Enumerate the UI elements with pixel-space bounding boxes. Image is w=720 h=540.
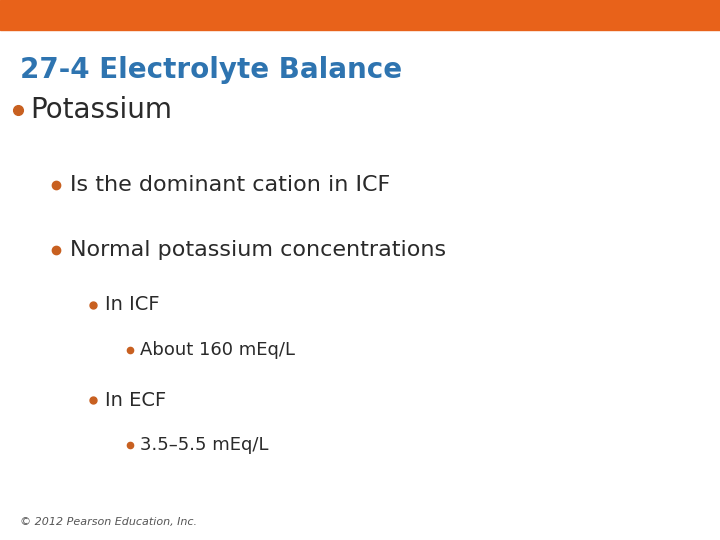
Text: 27-4 Electrolyte Balance: 27-4 Electrolyte Balance xyxy=(20,56,402,84)
Text: In ECF: In ECF xyxy=(105,390,166,409)
Text: In ICF: In ICF xyxy=(105,295,160,314)
Text: About 160 mEq/L: About 160 mEq/L xyxy=(140,341,295,359)
Text: Normal potassium concentrations: Normal potassium concentrations xyxy=(70,240,446,260)
Text: Potassium: Potassium xyxy=(30,96,172,124)
Bar xyxy=(0,0,720,30)
Text: © 2012 Pearson Education, Inc.: © 2012 Pearson Education, Inc. xyxy=(20,517,197,527)
Text: Is the dominant cation in ICF: Is the dominant cation in ICF xyxy=(70,175,390,195)
Text: 3.5–5.5 mEq/L: 3.5–5.5 mEq/L xyxy=(140,436,269,454)
